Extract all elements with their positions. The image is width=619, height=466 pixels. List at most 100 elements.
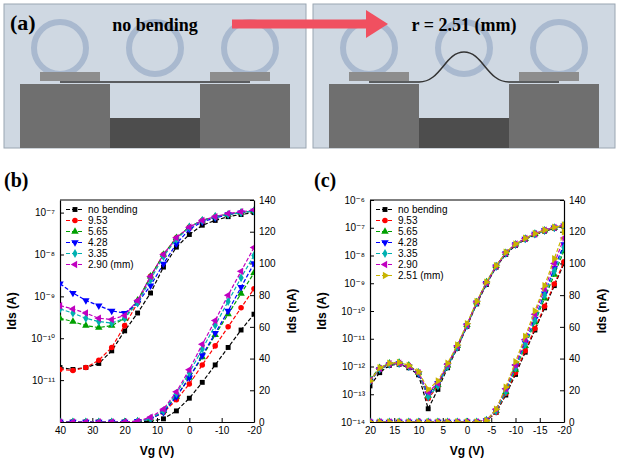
tick-mark <box>370 228 374 229</box>
tick-label: 0 <box>259 417 265 428</box>
legend-entry: 2.90 (mm) <box>66 259 134 270</box>
marker <box>211 317 217 324</box>
tick-label: 120 <box>259 226 276 237</box>
tick-label: 10 <box>152 425 164 436</box>
axis-line <box>61 422 255 423</box>
marker <box>370 418 374 422</box>
chart: 403020100-10-2010⁻¹¹10⁻¹⁰10⁻⁹10⁻⁸10⁻⁷020… <box>4 169 299 458</box>
marker <box>82 309 88 316</box>
marker <box>160 262 167 268</box>
legend-marker <box>71 261 77 268</box>
series-line <box>370 226 564 398</box>
marker <box>224 210 230 217</box>
logo <box>34 22 86 74</box>
marker <box>108 309 115 315</box>
y-axis-title: Ids (A) <box>5 292 19 329</box>
legend-entry: 3.35 <box>66 248 108 259</box>
marker <box>387 418 393 422</box>
tick-mark <box>222 418 223 422</box>
series <box>370 221 564 397</box>
marker <box>199 353 206 359</box>
series <box>60 269 254 422</box>
y2-axis: 020406080100120140 <box>560 195 586 428</box>
tick-mark <box>540 418 541 422</box>
tick-label: 10⁻¹¹ <box>342 333 366 344</box>
marker <box>172 234 178 241</box>
legend-marker <box>72 249 77 258</box>
marker <box>95 315 101 322</box>
tick: 10⁻¹³ <box>342 389 374 400</box>
marker <box>250 244 254 251</box>
marker <box>251 286 254 292</box>
marker <box>378 364 384 371</box>
tick-label: 15 <box>389 425 401 436</box>
marker <box>407 418 413 422</box>
tick-mark <box>60 338 64 339</box>
tick-label: 20 <box>120 425 132 436</box>
marker <box>211 213 217 220</box>
marker <box>445 418 451 422</box>
tick-label: 0 <box>465 425 471 436</box>
tick-label: 20 <box>569 385 581 396</box>
marker <box>120 312 126 319</box>
marker <box>187 381 193 387</box>
legend-entry: 5.65 <box>376 226 418 237</box>
tick-label: 10⁻⁹ <box>34 291 55 302</box>
marker <box>60 418 62 422</box>
marker <box>523 234 529 241</box>
series-line <box>370 238 564 422</box>
marker <box>239 328 244 333</box>
tick: 10⁻¹² <box>342 361 374 372</box>
tick: 120 <box>250 226 276 237</box>
tick: 40 <box>250 353 271 364</box>
tick: 60 <box>560 322 581 333</box>
y2-axis: 020406080100120140 <box>250 195 276 428</box>
clamp <box>20 84 110 148</box>
tick-label: 140 <box>569 195 586 206</box>
marker <box>159 406 165 413</box>
marker <box>237 285 244 291</box>
tick-label: 10⁻⁹ <box>344 278 365 289</box>
series-line <box>60 211 254 328</box>
tick: 10⁻⁶ <box>344 195 374 206</box>
legend-entry: no bending <box>376 204 448 215</box>
marker <box>172 388 178 395</box>
tick: 20 <box>560 385 581 396</box>
series-line <box>370 244 564 422</box>
legend-entry: 5.65 <box>66 226 108 237</box>
series-line <box>60 211 254 371</box>
marker <box>455 341 461 348</box>
marker <box>60 282 64 288</box>
clamp <box>509 84 599 148</box>
tick: 0 <box>250 417 265 428</box>
tick-mark <box>370 339 374 340</box>
marker <box>185 366 191 373</box>
tick: 20 <box>120 418 132 436</box>
series <box>60 286 254 422</box>
tick-label: 140 <box>259 195 276 206</box>
series-line <box>370 248 564 422</box>
tick-label: 10⁻¹² <box>342 361 366 372</box>
marker <box>562 221 564 228</box>
legend-label: 4.28 <box>88 237 108 248</box>
x-axis: 20151050-5-10-15-20 <box>365 418 572 436</box>
marker <box>70 368 76 374</box>
marker <box>60 302 62 309</box>
marker <box>226 345 231 350</box>
tick-label: 10⁻⁶ <box>344 195 365 206</box>
legend-entry: 2.90 <box>376 259 418 270</box>
series-line <box>60 263 254 422</box>
legend-label: 9.53 <box>398 215 418 226</box>
marker <box>200 362 206 368</box>
tick-label: 40 <box>55 425 67 436</box>
tick-mark <box>560 295 564 296</box>
legend-marker <box>382 218 388 224</box>
tick-label: 40 <box>259 353 271 364</box>
marker <box>109 345 115 351</box>
marker <box>378 418 384 422</box>
marker <box>224 291 230 298</box>
marker <box>397 418 403 422</box>
legend-label: 9.53 <box>88 215 108 226</box>
panel-a: (a)no bendingr = 2.51 (mm) <box>4 4 615 148</box>
marker <box>211 331 218 337</box>
